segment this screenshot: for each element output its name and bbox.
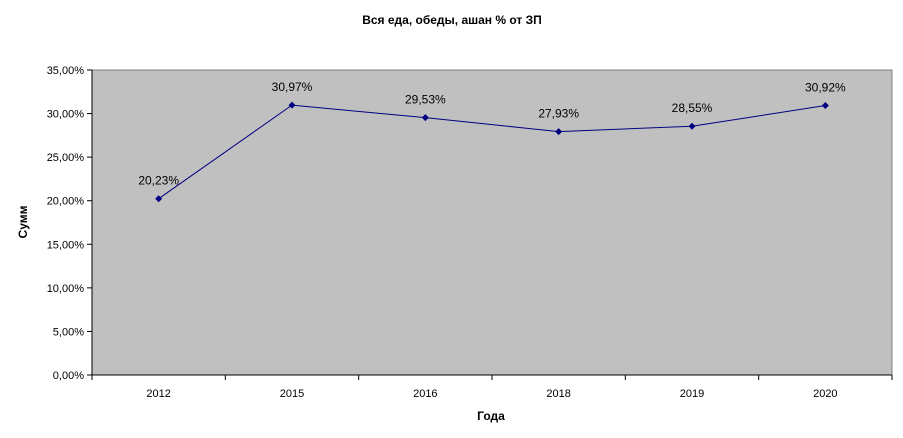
- x-axis: 2012 2015 2016 2018 2019 2020: [91, 374, 893, 400]
- y-tick-label: 20,00%: [47, 196, 85, 208]
- x-tick-label: 2019: [680, 388, 704, 400]
- data-label: 20,23%: [138, 174, 179, 188]
- y-axis: 0,00% 5,00% 10,00% 15,00% 20,00% 25,00% 30,00%…: [47, 65, 93, 382]
- y-axis-title: Сумм: [16, 205, 30, 238]
- x-tick-label: 2020: [813, 388, 837, 400]
- y-tick-label: 0,00%: [53, 370, 84, 382]
- y-tick-label: 5,00%: [53, 326, 84, 338]
- data-point-marker: [155, 195, 163, 203]
- data-label: 30,97%: [272, 80, 313, 94]
- y-tick-label: 15,00%: [47, 239, 85, 251]
- y-tick-label: 30,00%: [47, 109, 85, 121]
- y-tick-label: 10,00%: [47, 283, 85, 295]
- data-label: 28,55%: [672, 101, 713, 115]
- x-tick-label: 2015: [280, 388, 304, 400]
- data-labels: 20,23% 30,97% 29,53% 27,93% 28,55% 30,92%: [138, 80, 846, 188]
- chart-title: Вся еда, обеды, ашан % от ЗП: [362, 13, 542, 27]
- data-series: [155, 101, 829, 203]
- data-label: 30,92%: [805, 81, 846, 95]
- x-tick-label: 2012: [146, 388, 170, 400]
- y-tick-label: 25,00%: [47, 152, 85, 164]
- series-line: [158, 104, 826, 200]
- data-point-marker: [555, 128, 563, 136]
- x-tick-label: 2018: [546, 388, 570, 400]
- data-label: 27,93%: [538, 107, 579, 121]
- x-tick-label: 2016: [413, 388, 437, 400]
- plot-area: [91, 69, 893, 376]
- x-axis-title: Года: [477, 409, 505, 423]
- data-point-marker: [421, 114, 429, 122]
- y-tick-label: 35,00%: [47, 65, 85, 77]
- data-point-marker: [288, 101, 296, 109]
- data-label: 29,53%: [405, 93, 446, 107]
- data-point-marker: [821, 102, 829, 110]
- data-point-marker: [688, 122, 696, 130]
